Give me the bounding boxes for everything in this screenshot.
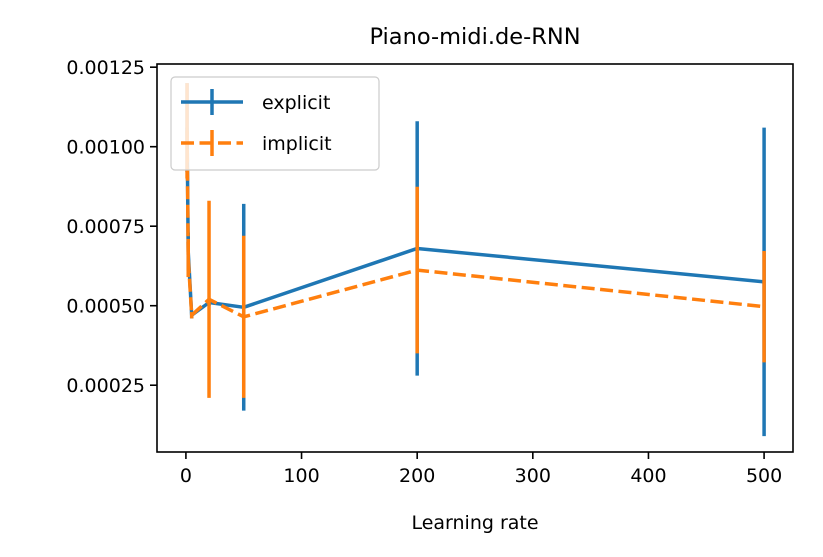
y-tick-label: 0.00125	[66, 57, 145, 79]
x-tick-label: 400	[630, 465, 666, 487]
series-line-implicit	[185, 130, 765, 319]
y-tick-label: 0.00025	[66, 375, 145, 397]
x-tick-label: 500	[746, 465, 782, 487]
plot-frame	[156, 63, 794, 453]
legend-label-explicit: explicit	[262, 92, 330, 114]
legend-entry-implicit: implicit	[181, 130, 332, 156]
legend-entry-explicit: explicit	[181, 89, 330, 115]
y-tick-label: 0.00075	[66, 216, 145, 238]
legend: explicit implicit	[170, 76, 380, 171]
y-tick-label: 0.00100	[66, 137, 145, 159]
y-tick-label: 0.00050	[66, 296, 145, 318]
chart-title: Piano-midi.de-RNN	[369, 24, 580, 50]
series-implicit	[185, 83, 766, 398]
x-tick-label: 200	[399, 465, 435, 487]
legend-box	[170, 76, 380, 171]
x-tick-label: 0	[180, 465, 192, 487]
x-tick-label: 100	[283, 465, 319, 487]
legend-label-implicit: implicit	[262, 133, 332, 155]
x-tick-label: 300	[515, 465, 551, 487]
x-axis-title: Learning rate	[411, 512, 538, 534]
